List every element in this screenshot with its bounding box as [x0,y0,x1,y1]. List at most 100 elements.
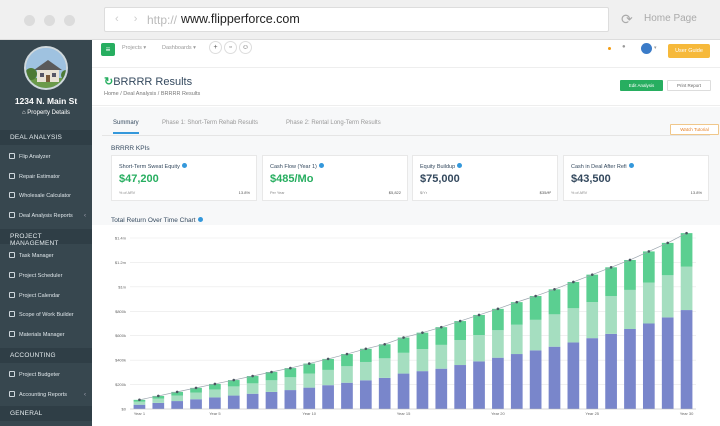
kpi-value: $47,200 [119,173,159,185]
bar-segment [492,330,504,358]
menu-toggle-button[interactable]: ≡ [101,43,115,56]
sidebar-item-task-manager[interactable]: Task Manager [0,250,92,262]
window-dot[interactable] [24,15,35,26]
tab-phase-2[interactable]: Phase 2: Rental Long-Term Results [286,120,381,126]
total-point [496,307,500,311]
nav-arrows-icon[interactable]: ‹ › [115,13,144,25]
sidebar-item-repair-estimator[interactable]: Repair Estimator [0,171,92,183]
kpi-label: Equity Buildup [420,164,456,170]
bar-segment [265,391,278,409]
tab-summary[interactable]: Summary [113,120,139,134]
hamburger-icon: ≡ [105,45,111,54]
page-header: ↻BRRRR Results Home / Deal Analysis / BR… [92,68,720,106]
box-icon [9,331,15,337]
total-point [326,357,330,361]
report-icon [9,212,15,218]
bar-segment [605,296,617,334]
kpi-sub-label: $/Yr [420,191,427,195]
info-icon[interactable] [318,163,324,168]
bar-segment [473,314,485,336]
breadcrumb[interactable]: Home / Deal Analysis / BRRRR Results [104,91,201,97]
total-point [289,366,292,370]
plus-icon[interactable]: + [209,41,222,54]
total-point [157,394,160,398]
total-point [666,241,669,245]
bar-segment [473,335,485,362]
url-protocol: http:// [147,13,178,27]
browser-toolbar: ‹ › http:// www.flipperforce.com ⟳ Home … [0,0,720,40]
total-point [307,362,311,365]
chevron-left-icon: ‹ [84,392,86,398]
info-icon[interactable] [457,163,463,168]
home-icon: ⌂ [22,110,26,116]
bar-segment [209,389,221,398]
info-icon[interactable] [197,217,203,222]
bar-segment [586,274,599,303]
sidebar-item-deal-analysis-reports[interactable]: Deal Analysis Reports ‹ [0,210,92,222]
sidebar-item-accounting-reports[interactable]: Accounting Reports ‹ [0,389,92,401]
bar-segment [624,328,636,409]
sidebar-item-project-scheduler[interactable]: Project Scheduler [0,270,92,282]
bar-segment [661,317,674,409]
user-guide-button[interactable]: User Guide [668,44,710,58]
kpi-sub-label: Per Year [270,191,285,195]
bar-segment [378,358,391,378]
total-point [590,273,594,276]
window-dot[interactable] [64,15,75,26]
sidebar-item-flip-analyzer[interactable]: Flip Analyzer [0,151,92,163]
sidebar-item-wholesale-calculator[interactable]: Wholesale Calculator [0,190,92,202]
edit-analysis-button[interactable]: Edit Analysis [620,80,663,91]
address-bar[interactable]: ‹ › http:// www.flipperforce.com [104,7,609,32]
bar-segment [322,369,334,386]
info-icon[interactable] [181,163,187,168]
kpi-value: $43,500 [571,173,611,185]
total-return-chart: $0 $200k $400k $600k $800k $1m $1.2m $1.4m Year … [92,225,720,426]
x-tick-label: Year 1 [134,411,146,416]
sidebar-item-project-budgeter[interactable]: Project Budgeter [0,369,92,381]
bar-segment [454,339,467,366]
total-point [421,331,424,334]
bar-segment [605,267,617,297]
bar-segment [529,319,542,351]
users-icon[interactable]: ☺ [239,41,252,54]
bar-segment [416,349,429,372]
avatar[interactable] [641,43,652,54]
bar-segment [171,401,184,409]
home-page-link[interactable]: Home Page [644,13,697,24]
bar-segment [303,373,316,388]
budget-icon [9,371,15,377]
print-report-button[interactable]: Print Report [667,80,711,91]
reload-icon[interactable]: ⟳ [621,11,633,27]
sidebar-item-scope-of-work-builder[interactable]: Scope of Work Builder [0,309,92,321]
notification-icon[interactable] [608,47,611,50]
kpi-card: Equity Buildup $75,000 $/Yr $35/ft² [412,155,558,201]
calendar-icon[interactable]: ▫ [224,41,237,54]
property-details-link[interactable]: ⌂ Property Details [22,110,70,116]
sidebar-item-materials-manager[interactable]: Materials Manager [0,329,92,341]
bar-segment [133,401,146,405]
tab-phase-1[interactable]: Phase 1: Short-Term Rehab Results [162,120,259,126]
page-title: ↻BRRRR Results [104,76,193,88]
sidebar: 1234 N. Main St ⌂ Property Details DEAL … [0,40,92,426]
x-tick-label: Year 30 [680,411,694,416]
projects-dropdown[interactable]: Projects ▾ [122,45,147,51]
bar-segment [454,321,467,340]
kpi-sub-value: $5,822 [388,190,401,195]
bar-segment [303,387,316,409]
info-icon[interactable] [628,163,634,168]
bar-segment [567,281,580,309]
bar-segment [359,380,372,409]
bar-segment [661,275,674,318]
sidebar-item-project-calendar[interactable]: Project Calendar [0,290,92,302]
window-dot[interactable] [44,15,55,26]
chevron-down-icon[interactable]: ▾ [654,45,657,51]
watch-tutorial-button[interactable]: Watch Tutorial [670,124,719,135]
kpi-value: $485/Mo [270,173,314,185]
total-point [477,313,481,317]
dashboards-dropdown[interactable]: Dashboards ▾ [162,45,196,51]
help-icon[interactable]: ● [622,44,626,50]
bar-segment [209,397,221,409]
bar-segment [605,333,617,409]
y-tick-label: $800k [115,309,126,314]
brrrr-icon: ↻ [104,76,114,88]
